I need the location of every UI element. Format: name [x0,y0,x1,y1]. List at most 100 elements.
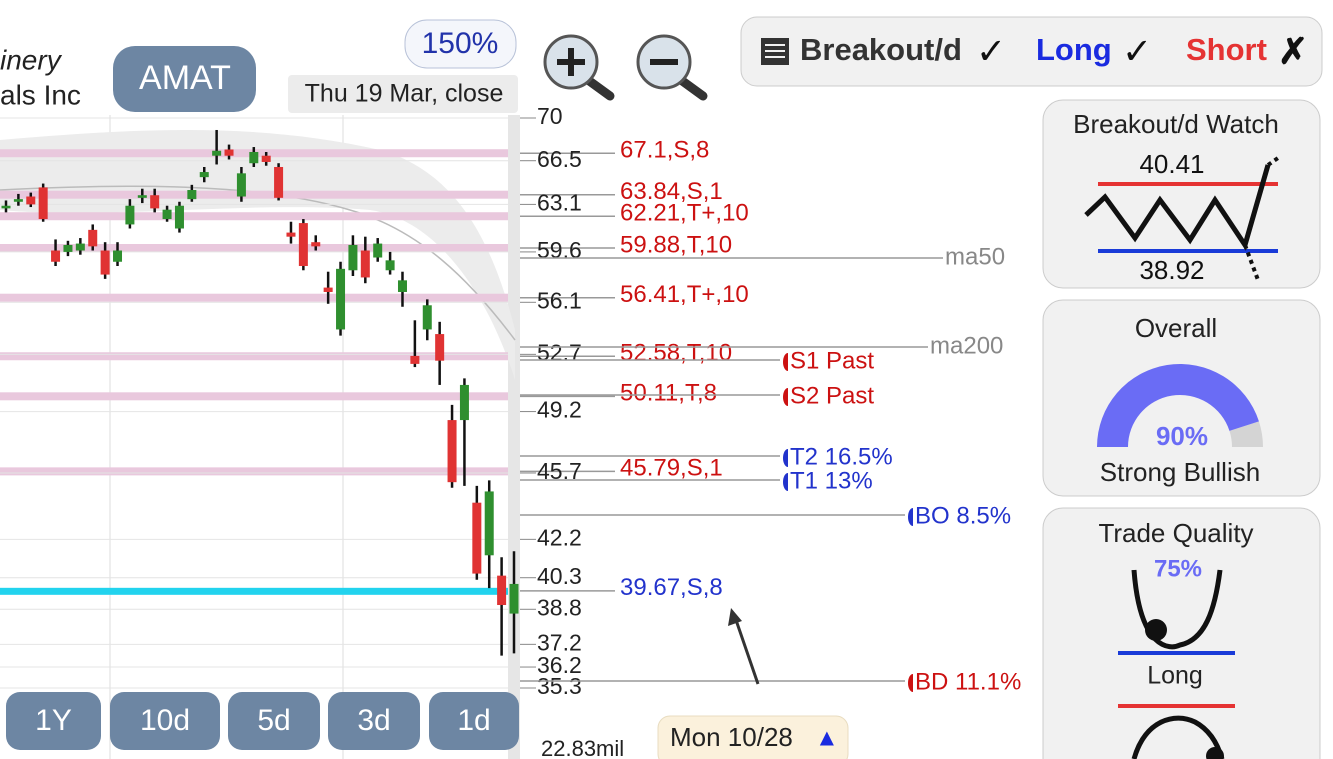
candle-body [397,280,407,292]
candle-body [63,244,73,252]
date-tag-arrow[interactable]: ▲ [815,724,839,751]
period-button[interactable] [110,692,220,750]
date-tag-label[interactable]: Mon 10/28 [670,722,793,752]
date-box [288,75,518,113]
company-name: als Inc [0,79,81,110]
candle-body [199,172,209,178]
arrow [734,619,760,685]
target-marker [908,508,913,526]
level-band [0,212,508,221]
y-tick-label: 35.3 [537,673,582,699]
candle-body [88,229,98,247]
candle-body [100,250,110,275]
period-label[interactable]: 1Y [35,704,72,737]
level-band [0,352,508,361]
period-label[interactable]: 3d [357,704,390,737]
axis-strip [508,115,520,759]
period-buttons: 1Y 10d 5d 3d 1d [6,692,519,750]
level-label: 56.41,T+,10 [620,281,749,308]
target-marker [783,353,788,371]
zoom-level[interactable] [404,19,517,69]
zoom-text[interactable]: 150% [422,27,499,60]
level-band [0,467,508,476]
target-label: S1 Past [790,347,874,374]
target-marker [783,473,788,491]
ma-line [0,185,516,341]
period-label[interactable]: 1d [457,704,490,737]
card-title: Breakout/d Watch [1073,109,1279,139]
date-tag[interactable] [657,715,849,759]
period-label[interactable]: 10d [140,704,190,737]
zoom-out[interactable] [636,34,708,101]
period-button[interactable] [429,692,519,750]
candle-body [187,190,197,200]
level-band [0,244,508,253]
cap-shape [1131,715,1225,759]
ticker[interactable]: AMAT [139,59,231,97]
candle-body [75,243,85,251]
ma-label: ma200 [930,332,1003,359]
cross: ✗ [1278,31,1308,72]
level-band [0,190,508,199]
candle-body [447,420,457,483]
y-tick-label: 36.2 [537,652,582,678]
arrow-head [728,608,742,626]
candle-body [509,583,519,614]
watch-card [1042,99,1321,289]
y-tick-label: 59.6 [537,237,582,263]
level-label: 59.88,T,10 [620,231,732,258]
level-band [0,392,508,401]
pattern: Breakout/d [800,32,962,67]
long: Long [1036,32,1112,67]
candle-body [484,491,494,556]
candle-body [13,199,23,202]
target-label: S2 Past [790,382,874,409]
level-label: 39.67,S,8 [620,574,723,601]
company-name: inery [0,44,63,75]
card-title: Overall [1135,313,1217,343]
candle-body [336,268,346,330]
candle-body [174,205,184,229]
level-label: 63.84,S,1 [620,178,723,205]
y-tick-label: 66.5 [537,146,582,172]
y-tick-label: 40.3 [537,563,582,589]
level-label: 52.58,T,10 [620,340,732,367]
level-band [0,587,508,595]
period-button[interactable] [328,692,420,750]
target-label: BO 8.5% [915,502,1011,529]
gauge [1097,363,1263,447]
zoom-in[interactable] [543,34,615,101]
target-marker [783,388,788,406]
y-tick-label: 38.8 [537,594,582,620]
target-label: BD 11.1% [915,668,1021,695]
quality-score: 75% [1154,555,1202,582]
gauge-fill [1097,363,1259,447]
candle-body [497,575,507,606]
period-button[interactable] [6,692,101,750]
y-tick-label: 37.2 [537,629,582,655]
candle-body [224,149,234,156]
candle-body [162,209,172,220]
quality-card [1042,507,1321,759]
y-tick-label: 42.2 [537,524,582,550]
candle-body [422,305,432,330]
candle-body [348,244,358,271]
y-tick-label: 49.2 [537,397,582,423]
ma-label: ma50 [945,243,1005,270]
candle-body [125,205,135,225]
candle-body [113,250,123,262]
target-marker [783,449,788,467]
level-label: 62.21,T+,10 [620,200,749,227]
candle-body [298,223,308,267]
menu-icon[interactable] [759,36,791,67]
card-title: Trade Quality [1098,518,1253,548]
target-label: T2 16.5% [790,443,893,470]
period-button[interactable] [228,692,320,750]
candle-body [212,150,222,156]
period-label[interactable]: 5d [257,704,290,737]
ticker-button[interactable] [113,46,256,112]
candle-body [1,205,11,209]
candle-body [261,155,271,162]
gauge-track [1229,421,1263,447]
check: ✓ [1122,31,1152,72]
